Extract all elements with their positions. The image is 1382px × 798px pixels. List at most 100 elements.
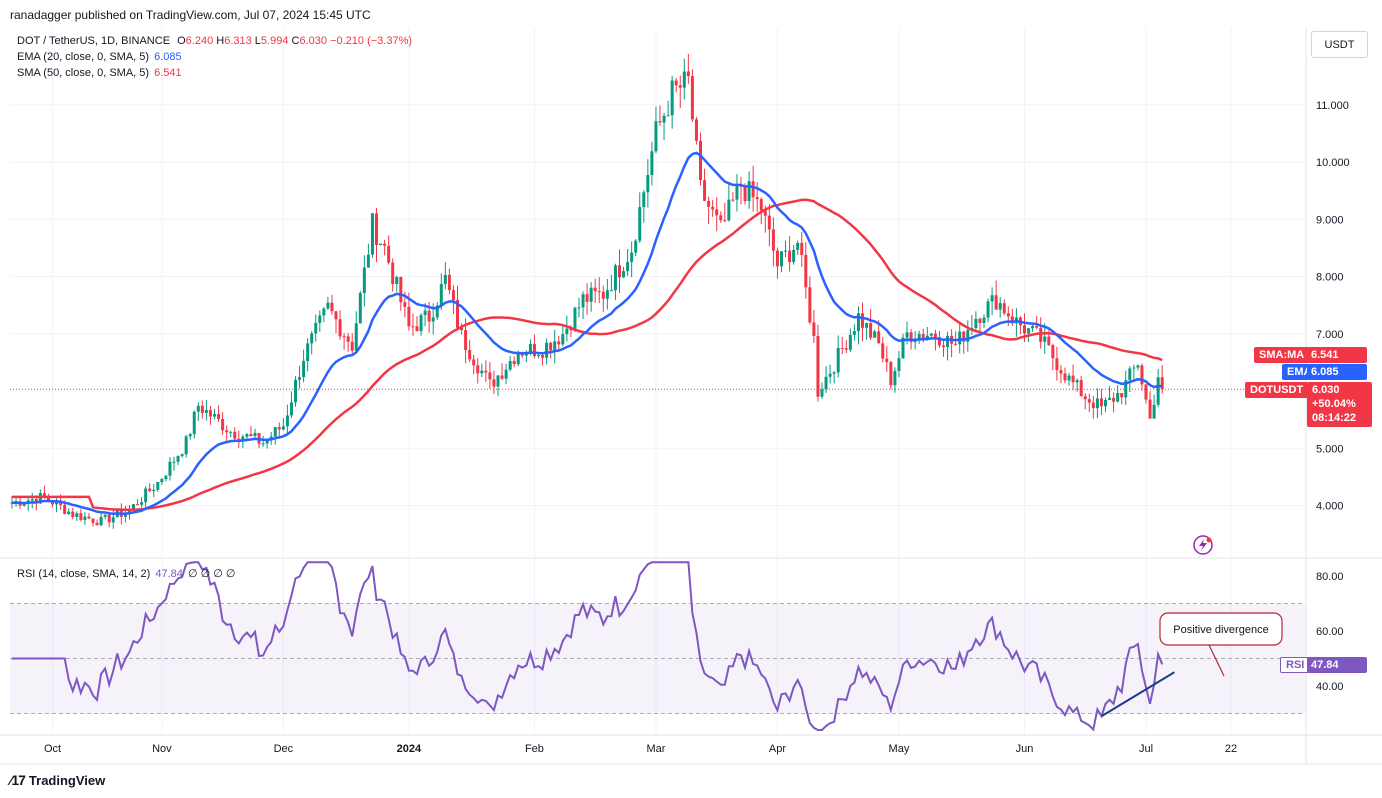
candle <box>634 239 638 257</box>
candle <box>613 263 617 301</box>
candle <box>180 453 184 458</box>
legend-ema-label: EMA (20, close, 0, SMA, 5) <box>17 51 150 63</box>
candle <box>699 132 702 186</box>
candle <box>532 334 536 359</box>
legend-high-label: H <box>216 35 225 47</box>
legend-low-label: L <box>254 35 261 47</box>
candle <box>771 217 775 267</box>
candle <box>601 285 605 313</box>
candle <box>751 165 755 212</box>
candle <box>788 235 792 272</box>
legend-rsi-value: 47.84 <box>155 568 183 580</box>
candle <box>302 349 306 383</box>
candle <box>192 410 196 439</box>
legend-symbol: DOT / TetherUS, 1D, BINANCE <box>17 35 171 47</box>
legend-low: 5.994 <box>260 35 289 47</box>
legend-ema-row[interactable]: EMA (20, close, 0, SMA, 5) 6.085 <box>17 51 182 63</box>
candle <box>26 497 30 511</box>
publisher-caption: ranadagger published on TradingView.com,… <box>10 8 371 22</box>
candle <box>585 283 589 316</box>
candle <box>792 244 796 265</box>
candle <box>103 514 107 520</box>
candle <box>71 507 75 520</box>
rsi-value-label: 47.84 <box>1307 657 1367 673</box>
candle <box>488 361 492 389</box>
candle <box>694 116 698 145</box>
candle <box>784 240 788 258</box>
legend-rsi-extra: ∅ ∅ ∅ ∅ <box>187 568 236 580</box>
currency-button[interactable]: USDT <box>1311 31 1368 58</box>
tradingview-logo[interactable]: ⁄17 TradingView <box>10 772 105 788</box>
candle <box>213 408 216 420</box>
candle <box>379 243 383 246</box>
candle <box>727 184 731 222</box>
legend-sma-row[interactable]: SMA (50, close, 0, SMA, 5) 6.541 <box>17 67 182 79</box>
candle <box>840 336 844 355</box>
candle <box>678 75 682 109</box>
candle <box>982 314 986 329</box>
candle <box>456 285 459 328</box>
candle <box>375 207 378 263</box>
grid-lines <box>10 28 1305 735</box>
candle <box>865 322 869 340</box>
time-axis-ticks: Oct Nov Dec 2024 Feb Mar Apr May Jun Jul 22 <box>44 743 1237 755</box>
candle <box>508 356 512 372</box>
rsi-tick-1: 60.00 <box>1316 626 1344 638</box>
candle <box>281 418 285 431</box>
flash-icon[interactable] <box>1193 535 1213 555</box>
candle <box>1140 363 1144 391</box>
candle <box>334 311 338 334</box>
candle <box>443 262 447 290</box>
candle <box>1055 346 1059 381</box>
candle <box>703 168 707 201</box>
candle <box>605 278 609 310</box>
candle <box>314 314 318 342</box>
candle <box>946 332 950 361</box>
candle <box>156 481 160 492</box>
sma-ma-tag: SMA:MA <box>1254 347 1310 363</box>
candle <box>707 196 711 225</box>
candle <box>362 255 366 307</box>
candle <box>553 329 557 364</box>
dotusdt-tag: DOTUSDT <box>1245 382 1309 398</box>
time-tick-9: Jul <box>1139 743 1153 755</box>
candle <box>901 333 905 359</box>
candle <box>897 351 901 378</box>
candle <box>638 192 642 244</box>
candle <box>83 512 87 525</box>
candle <box>626 248 630 276</box>
candle <box>808 276 812 325</box>
legend-rsi-row[interactable]: RSI (14, close, SMA, 14, 2) 47.84 ∅ ∅ ∅ … <box>17 567 235 580</box>
candle <box>261 436 265 447</box>
time-tick-2: Dec <box>274 743 294 755</box>
callout-pointer <box>1208 644 1225 677</box>
price-tick-1: 5.000 <box>1316 443 1344 455</box>
legend-symbol-row[interactable]: DOT / TetherUS, 1D, BINANCE O6.240 H6.31… <box>17 35 412 47</box>
time-tick-0: Oct <box>44 743 61 755</box>
callout-text: Positive divergence <box>1173 624 1268 636</box>
price-tick-4: 8.000 <box>1316 272 1344 284</box>
callout: Positive divergence <box>1159 612 1283 677</box>
candle <box>1116 385 1120 403</box>
candle <box>654 106 658 154</box>
candle <box>504 363 508 385</box>
divergence-trendline <box>1100 671 1175 718</box>
candle <box>87 512 91 520</box>
candle <box>298 365 302 389</box>
legend-close: 6.030 <box>299 35 327 47</box>
candle <box>1051 343 1055 371</box>
candle <box>1010 308 1014 327</box>
candle <box>176 455 180 466</box>
candle <box>1095 388 1099 419</box>
candle <box>472 354 476 375</box>
last-price: 6.030 <box>1312 384 1340 396</box>
candle <box>998 296 1002 318</box>
candle <box>573 306 577 332</box>
legend-sma-label: SMA (50, close, 0, SMA, 5) <box>17 67 150 79</box>
bar-countdown: 08:14:22 <box>1312 412 1357 424</box>
candle <box>618 249 621 293</box>
candle <box>565 315 569 342</box>
candle <box>820 382 824 399</box>
rsi-tick-0: 40.00 <box>1316 681 1344 693</box>
